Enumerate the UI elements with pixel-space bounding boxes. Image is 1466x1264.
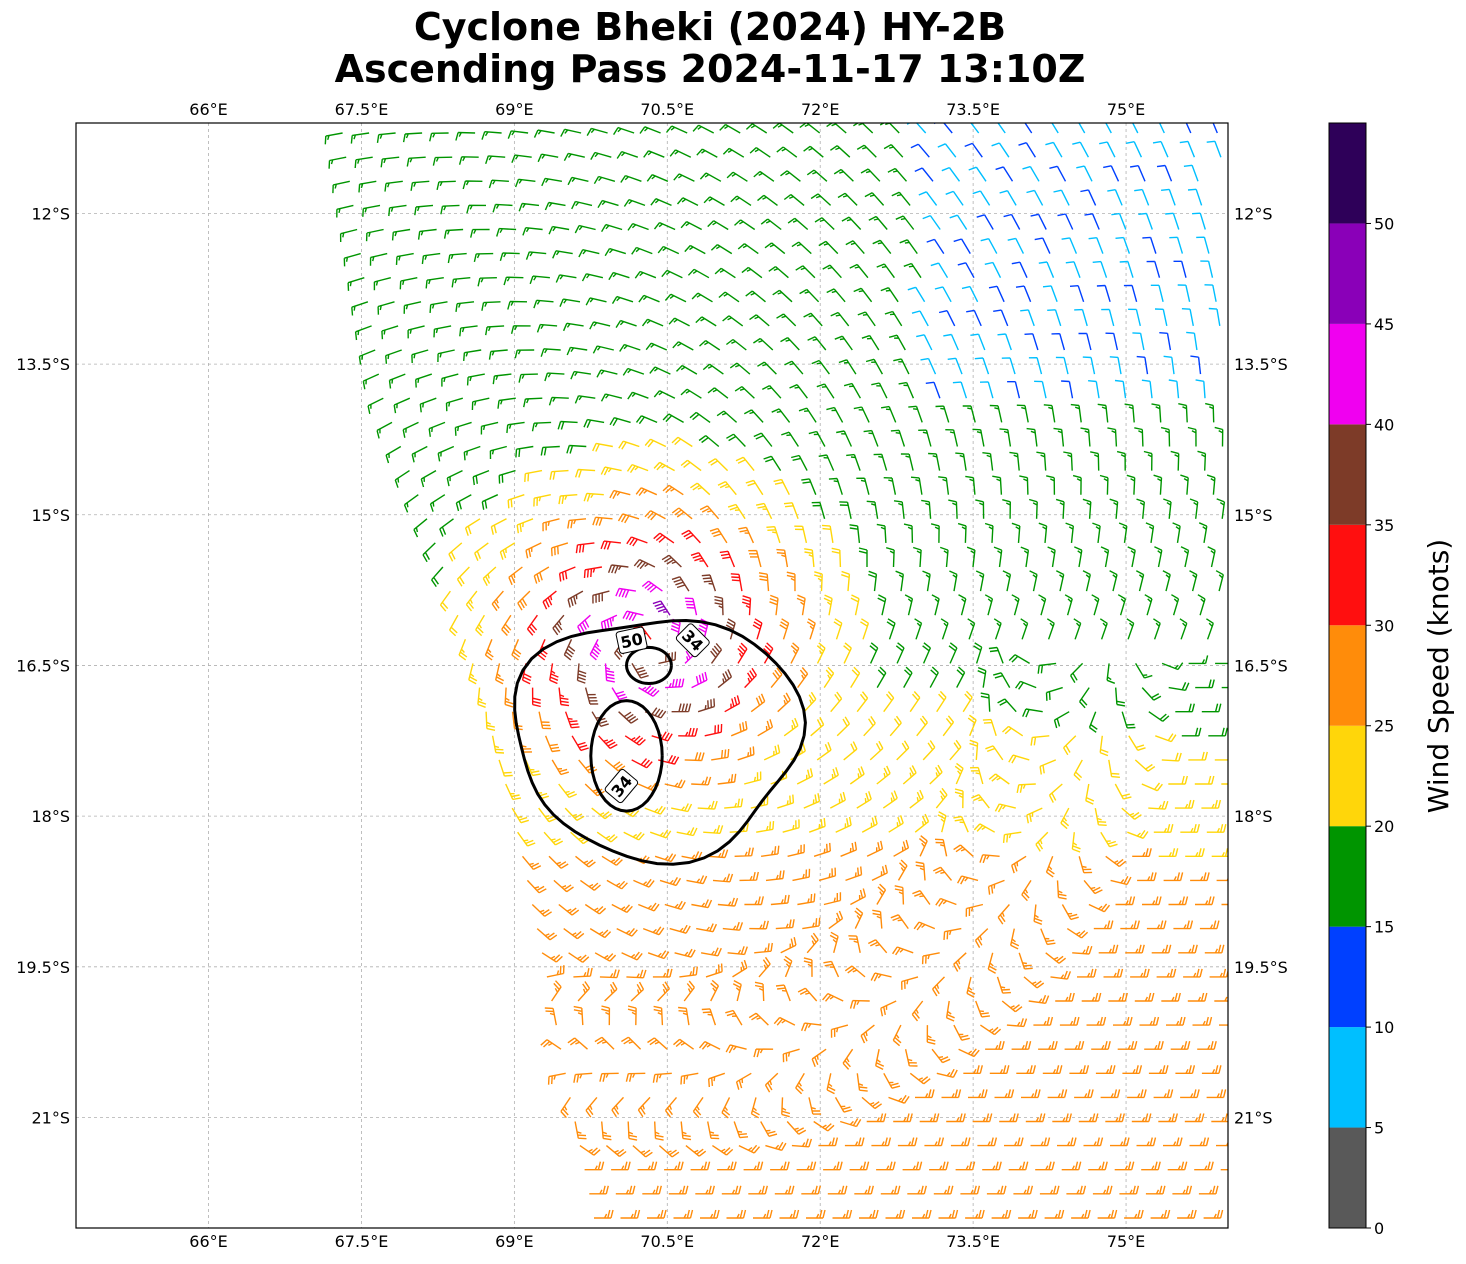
- lat-tick-label-right: 19.5°S: [1234, 958, 1288, 977]
- colorbar-tick-label: 5: [1374, 1119, 1384, 1138]
- colorbar: 0 5 10 15 20 25 30 35 40 45 50: [1329, 123, 1394, 1238]
- lon-tick-label-top: 69°E: [495, 100, 533, 119]
- lon-tick-label-top: 70.5°E: [640, 100, 694, 119]
- colorbar-tick-label: 30: [1374, 616, 1394, 635]
- lat-tick-label-left: 15°S: [31, 506, 70, 525]
- colorbar-tick-label: 50: [1374, 214, 1394, 233]
- colorbar-tick-label: 40: [1374, 415, 1394, 434]
- colorbar-bin: [1329, 123, 1366, 223]
- lon-tick-label-bottom: 66°E: [189, 1232, 227, 1251]
- lon-tick-label-top: 73.5°E: [946, 100, 1000, 119]
- lat-tick-label-left: 13.5°S: [16, 355, 70, 374]
- lat-tick-label-left: 16.5°S: [16, 656, 70, 675]
- lon-tick-label-bottom: 75°E: [1107, 1232, 1145, 1251]
- lat-tick-label-left: 18°S: [31, 807, 70, 826]
- colorbar-tick-label: 20: [1374, 817, 1394, 836]
- colorbar-bin: [1329, 625, 1366, 725]
- lat-tick-label-right: 13.5°S: [1234, 355, 1288, 374]
- lon-tick-label-top: 66°E: [189, 100, 227, 119]
- lon-tick-label-bottom: 67.5°E: [335, 1232, 389, 1251]
- lat-tick-label-right: 18°S: [1234, 807, 1273, 826]
- colorbar-tick-label: 10: [1374, 1018, 1394, 1037]
- colorbar-tick-label: 25: [1374, 717, 1394, 736]
- colorbar-bin: [1329, 1027, 1366, 1127]
- colorbar-bin: [1329, 1128, 1366, 1228]
- lat-tick-label-left: 12°S: [31, 204, 70, 223]
- lon-tick-label-bottom: 69°E: [495, 1232, 533, 1251]
- colorbar-bin: [1329, 223, 1366, 323]
- lat-tick-label-right: 12°S: [1234, 204, 1273, 223]
- colorbar-bin: [1329, 324, 1366, 424]
- lat-tick-label-right: 15°S: [1234, 506, 1273, 525]
- colorbar-tick-label: 15: [1374, 918, 1394, 937]
- colorbar-label: Wind Speed (knots): [1422, 539, 1455, 813]
- lon-tick-label-top: 75°E: [1107, 100, 1145, 119]
- lat-tick-label-left: 19.5°S: [16, 958, 70, 977]
- lon-tick-label-top: 72°E: [801, 100, 839, 119]
- lat-tick-label-right: 16.5°S: [1234, 656, 1288, 675]
- lat-tick-label-left: 21°S: [31, 1109, 70, 1128]
- colorbar-bin: [1329, 826, 1366, 926]
- colorbar-bin: [1329, 927, 1366, 1027]
- lon-tick-label-bottom: 73.5°E: [946, 1232, 1000, 1251]
- colorbar-tick-label: 45: [1374, 315, 1394, 334]
- colorbar-bin: [1329, 726, 1366, 826]
- colorbar-tick-label: 35: [1374, 516, 1394, 535]
- colorbar-bin: [1329, 525, 1366, 625]
- lon-tick-label-bottom: 72°E: [801, 1232, 839, 1251]
- lon-tick-label-bottom: 70.5°E: [640, 1232, 694, 1251]
- lat-tick-label-right: 21°S: [1234, 1109, 1273, 1128]
- colorbar-tick-label: 0: [1374, 1219, 1384, 1238]
- lon-tick-label-top: 67.5°E: [335, 100, 389, 119]
- map-plot-area: [76, 123, 1228, 1228]
- colorbar-bin: [1329, 424, 1366, 524]
